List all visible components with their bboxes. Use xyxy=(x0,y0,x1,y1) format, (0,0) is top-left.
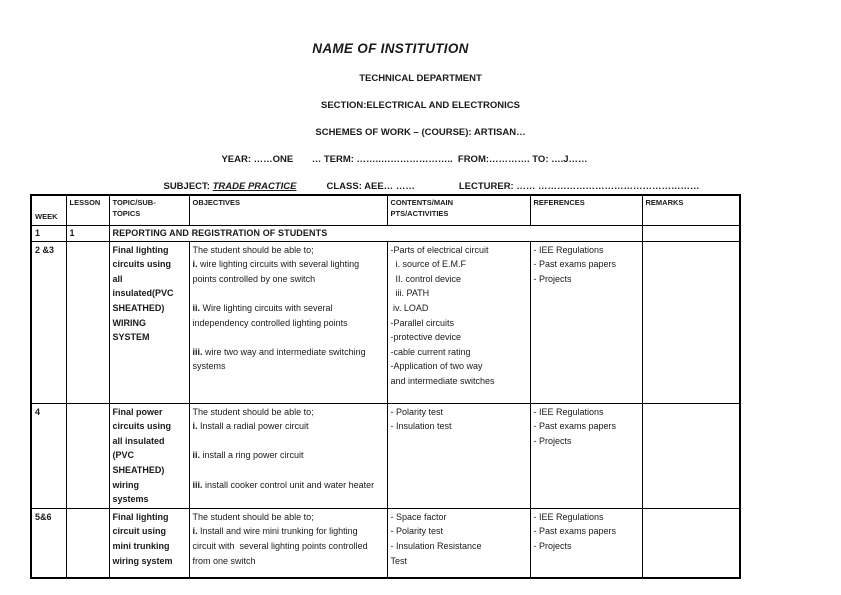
col-header-contents: CONTENTS/MAIN PTS/ACTIVITIES xyxy=(386,194,531,226)
scheme-of-work-table: WEEK LESSON TOPIC/SUB- TOPICS OBJECTIVES… xyxy=(30,194,741,580)
class-text: CLASS: AEE… …… xyxy=(326,181,415,192)
objective-line xyxy=(193,330,384,345)
col-header-lesson: LESSON xyxy=(65,194,110,226)
contents-cell: -Parts of electrical circuit i. source o… xyxy=(386,240,531,404)
institution-title: NAME OF INSTITUTION xyxy=(312,41,469,56)
registration-title-cell: REPORTING AND REGISTRATION OF STUDENTS xyxy=(108,225,643,242)
subject-label: SUBJECT: xyxy=(163,181,213,192)
objective-line xyxy=(193,286,384,301)
references-cell: - IEE Regulations - Past exams papers - … xyxy=(529,240,643,404)
schemes-line: SCHEMES OF WORK – (COURSE): ARTISAN… xyxy=(315,127,526,138)
table-row-week-2-3: 2 &3 Final lighting circuits using all i… xyxy=(30,240,741,404)
contents-cell: - Polarity test - Insulation test xyxy=(386,402,531,509)
table-header-row: WEEK LESSON TOPIC/SUB- TOPICS OBJECTIVES… xyxy=(30,194,741,226)
col-header-week: WEEK xyxy=(30,194,67,226)
department-line: TECHNICAL DEPARTMENT xyxy=(359,73,482,84)
topic-cell: Final lighting circuit using mini trunki… xyxy=(108,507,190,579)
objective-line xyxy=(193,463,384,478)
topic-cell: Final power circuits using all insulated… xyxy=(108,402,190,509)
remarks-cell xyxy=(641,507,741,579)
objective-line: The student should be able to; xyxy=(192,511,314,522)
lesson-cell xyxy=(65,240,110,404)
subject-value: TRADE PRACTICE xyxy=(212,181,297,192)
table-row-week-4: 4 Final power circuits using all insulat… xyxy=(30,402,741,509)
objective-line: i. wire lighting circuits with several l… xyxy=(192,259,362,284)
objective-line: i. Install a radial power circuit xyxy=(192,421,309,432)
year-term-line: YEAR: ……ONE … TERM: ……..………………….. FROM:…… xyxy=(221,154,588,165)
objective-line: i. Install and wire mini trunking for li… xyxy=(192,526,371,566)
week-cell: 5&6 xyxy=(30,507,67,579)
contents-cell: - Space factor - Polarity test - Insulat… xyxy=(386,507,531,579)
objectives-cell: The student should be able to; i. Instal… xyxy=(188,507,388,579)
col-header-remarks: REMARKS xyxy=(641,194,741,226)
subject-line: SUBJECT: TRADE PRACTICE CLASS: AEE… …… LEC… xyxy=(11,181,841,192)
remarks-cell xyxy=(641,240,741,404)
objective-line: iii. install cooker control unit and wat… xyxy=(192,479,375,490)
lesson-cell: 1 xyxy=(65,225,110,242)
objective-line: The student should be able to; xyxy=(192,406,314,417)
references-cell: - IEE Regulations - Past exams papers - … xyxy=(529,507,643,579)
week-cell: 4 xyxy=(30,402,67,509)
objective-line: The student should be able to; xyxy=(192,244,314,255)
lesson-cell xyxy=(65,402,110,509)
table-row-registration: 1 1 REPORTING AND REGISTRATION OF STUDEN… xyxy=(30,225,741,242)
objectives-cell: The student should be able to; i. wire l… xyxy=(188,240,388,404)
remarks-cell xyxy=(641,402,741,509)
table-row-week-5-6: 5&6 Final lighting circuit using mini tr… xyxy=(30,507,741,579)
objective-line: iii. wire two way and intermediate switc… xyxy=(192,346,369,372)
references-cell: - IEE Regulations - Past exams papers - … xyxy=(529,402,643,509)
col-header-objectives: OBJECTIVES xyxy=(188,194,388,226)
remarks-cell xyxy=(641,225,741,242)
week-cell: 1 xyxy=(30,225,67,242)
lecturer-text: LECTURER: …… …………………………………………… xyxy=(458,181,700,192)
objectives-cell: The student should be able to; i. Instal… xyxy=(188,402,388,509)
section-line: SECTION:ELECTRICAL AND ELECTRONICS xyxy=(321,100,520,111)
topic-cell: Final lighting circuits using all insula… xyxy=(108,240,190,404)
objective-line xyxy=(193,434,384,449)
col-header-topic: TOPIC/SUB- TOPICS xyxy=(108,194,190,226)
lesson-cell xyxy=(65,507,110,579)
week-cell: 2 &3 xyxy=(30,240,67,404)
objective-line: ii. install a ring power circuit xyxy=(192,450,304,461)
col-header-references: REFERENCES xyxy=(529,194,643,226)
objective-line: ii. Wire lighting circuits with several … xyxy=(192,302,348,328)
document-header: NAME OF INSTITUTION TECHNICAL DEPARTMENT… xyxy=(0,0,841,192)
